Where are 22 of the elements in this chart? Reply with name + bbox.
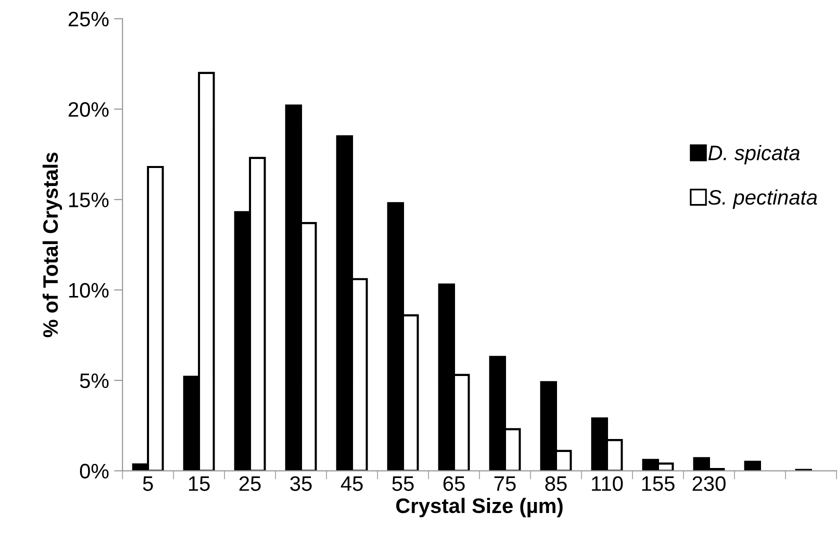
legend-label: D. spicata <box>708 145 800 164</box>
y-tick-label: 15% <box>69 192 109 208</box>
x-tick-label: 75 <box>494 476 516 491</box>
y-tick-label: 10% <box>69 282 109 298</box>
x-tick-label: 5 <box>143 476 153 491</box>
x-tick-label: 25 <box>239 476 261 491</box>
x-tick-label: 35 <box>290 476 312 491</box>
x-tick-label: 85 <box>545 476 567 491</box>
y-tick-label: 0% <box>80 464 109 479</box>
x-tick-label: 65 <box>443 476 465 491</box>
x-tick-label: 155 <box>642 476 674 491</box>
x-axis-title: Crystal Size (µm) <box>396 498 563 518</box>
x-tick-label: 45 <box>340 476 363 491</box>
x-tick-label: 110 <box>592 476 623 491</box>
x-tick-label: 230 <box>692 476 726 491</box>
y-tick-label: 20% <box>68 102 109 117</box>
y-axis-title: % of Total Crystals <box>42 152 62 338</box>
y-tick-label: 25% <box>68 12 109 26</box>
legend-label: S. pectinata <box>708 189 818 209</box>
y-tick-label: 5% <box>80 373 109 388</box>
x-tick-label: 55 <box>392 476 414 491</box>
x-tick-label: 15 <box>188 476 210 491</box>
